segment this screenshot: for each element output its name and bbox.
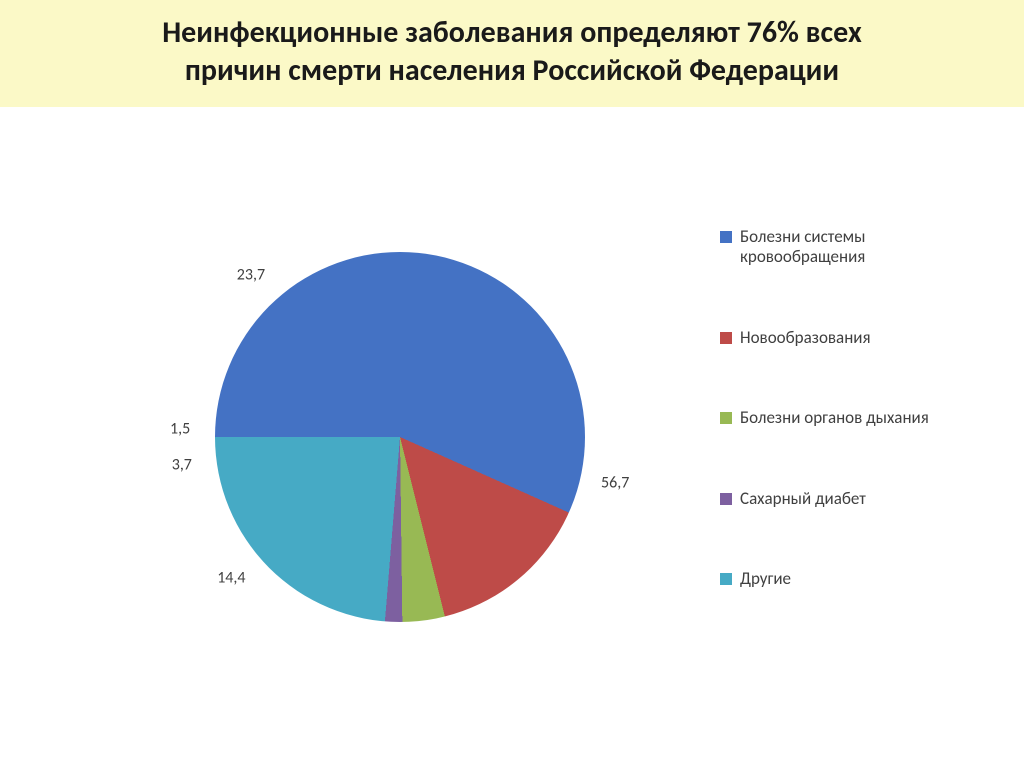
title-line-1: Неинфекционные заболевания определяют 76… (162, 14, 861, 51)
legend-item: Другие (720, 569, 980, 589)
legend-label: Сахарный диабет (740, 489, 866, 509)
pie-value-label: 23,7 (237, 266, 265, 285)
chart-area: Болезни системы кровообращения Новообразо… (0, 107, 1024, 747)
pie-value-label: 1,5 (170, 420, 190, 439)
pie-value-label: 3,7 (172, 456, 192, 475)
legend-label: Новообразования (740, 328, 871, 348)
legend-swatch (720, 412, 732, 424)
legend: Болезни системы кровообращения Новообразо… (720, 227, 980, 649)
legend-item: Болезни системы кровообращения (720, 227, 980, 268)
page-title: Неинфекционные заболевания определяют 76… (30, 14, 994, 89)
legend-swatch (720, 231, 732, 243)
legend-item: Сахарный диабет (720, 489, 980, 509)
title-band: Неинфекционные заболевания определяют 76… (0, 0, 1024, 107)
title-line-2: причин смерти населения Российской Федер… (185, 52, 839, 89)
legend-swatch (720, 573, 732, 585)
pie-disc (215, 252, 585, 622)
legend-item: Болезни органов дыхания (720, 408, 980, 428)
pie-value-label: 14,4 (217, 569, 245, 588)
legend-label: Другие (740, 569, 791, 589)
legend-swatch (720, 493, 732, 505)
legend-label: Болезни органов дыхания (740, 408, 929, 428)
pie-value-label: 56,7 (601, 473, 629, 492)
legend-label: Болезни системы кровообращения (740, 227, 980, 268)
legend-item: Новообразования (720, 328, 980, 348)
pie-chart (215, 252, 585, 622)
legend-swatch (720, 332, 732, 344)
